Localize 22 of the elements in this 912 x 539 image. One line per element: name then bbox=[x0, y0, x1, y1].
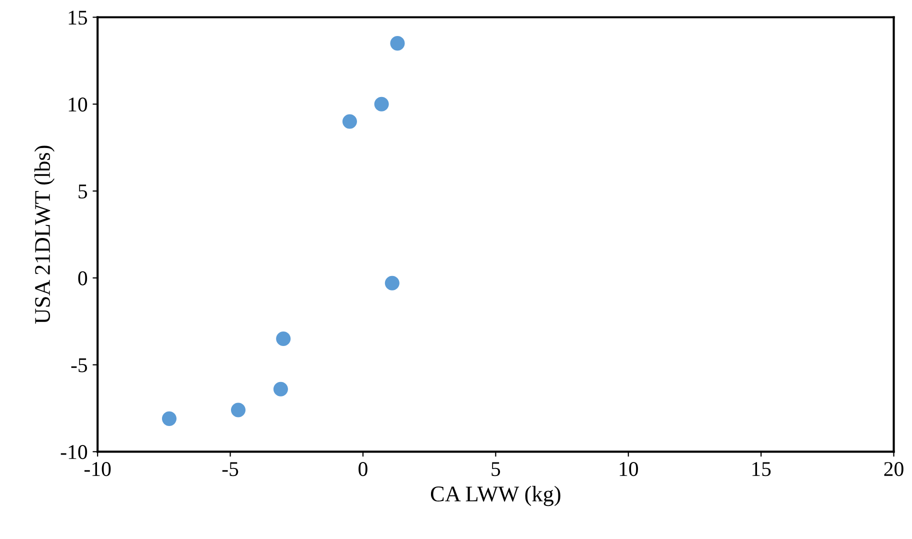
x-tick-label: 15 bbox=[752, 462, 771, 476]
point bbox=[276, 331, 291, 346]
y-tick-label: 5 bbox=[78, 184, 88, 198]
x-tick-label: -5 bbox=[222, 462, 238, 476]
point bbox=[273, 382, 288, 396]
x-tick-label: 10 bbox=[620, 462, 638, 476]
y-tick-label: 10 bbox=[68, 98, 88, 112]
x-tick-label: 0 bbox=[358, 462, 368, 476]
point bbox=[384, 276, 400, 290]
point bbox=[342, 114, 357, 129]
point bbox=[230, 402, 246, 418]
x-axis-title: CA LWW (kg) bbox=[430, 486, 560, 506]
y-tick-label: -5 bbox=[71, 358, 88, 372]
y-axis-title: USA 21DLWT (lbs) bbox=[34, 146, 55, 324]
y-tick-label: 15 bbox=[68, 10, 88, 25]
point bbox=[374, 96, 389, 112]
y-tick-label: -10 bbox=[60, 445, 88, 460]
point bbox=[390, 36, 405, 51]
x-tick-label: 5 bbox=[492, 462, 500, 476]
point bbox=[162, 411, 177, 426]
y-tick-label: 0 bbox=[78, 271, 88, 286]
x-tick-label: 20 bbox=[884, 462, 904, 476]
